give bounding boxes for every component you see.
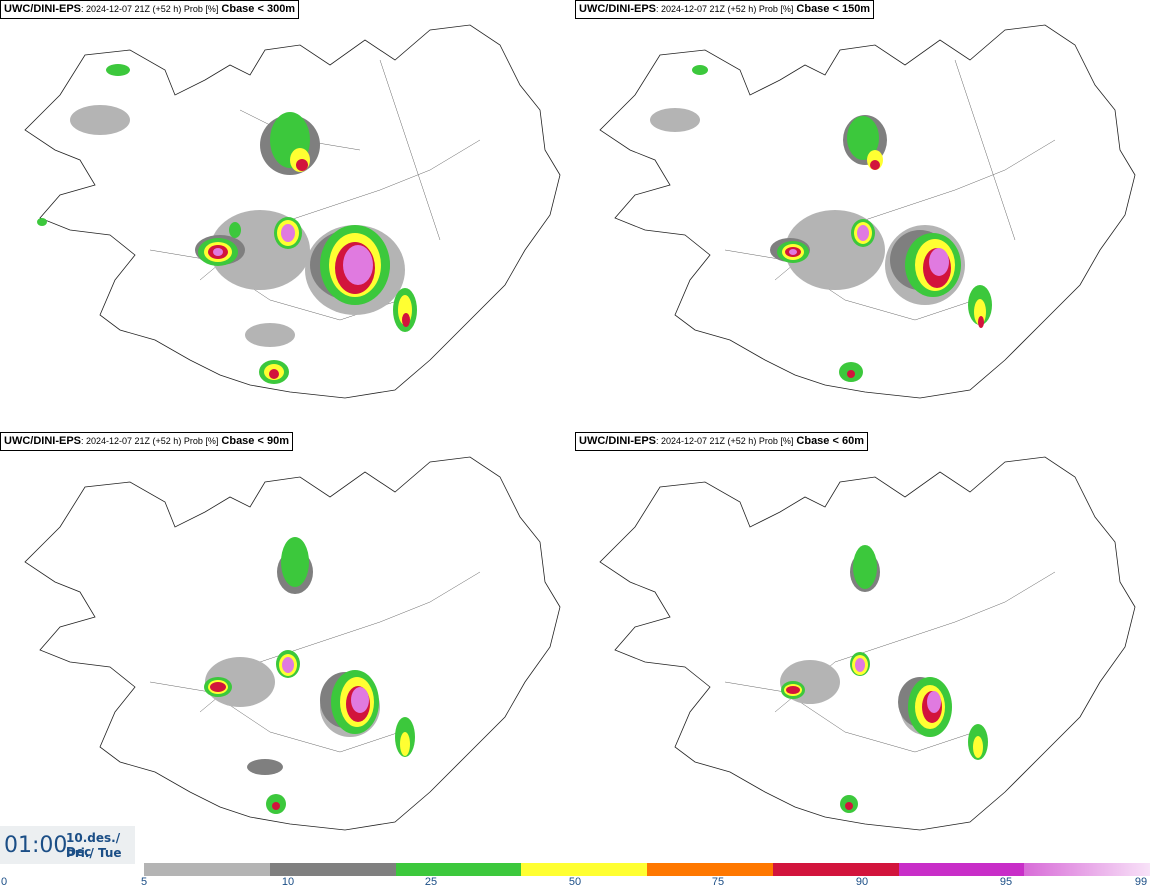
iceland-map-60m (599, 456, 1136, 831)
valid-day: Þri./ Tue (66, 846, 122, 860)
map-panel-60m: UWC/DINI-EPS: 2024-12-07 21Z (+52 h) Pro… (575, 432, 1150, 864)
panel-title: UWC/DINI-EPS: 2024-12-07 21Z (+52 h) Pro… (0, 432, 293, 451)
run-meta: : 2024-12-07 21Z (+52 h) Prob [%] (656, 4, 794, 14)
run-meta: : 2024-12-07 21Z (+52 h) Prob [%] (81, 4, 219, 14)
parameter-label: Cbase < 300m (221, 3, 296, 15)
coastline (24, 24, 561, 399)
colorbar-label-75: 75 (711, 876, 725, 888)
panel-title: UWC/DINI-EPS: 2024-12-07 21Z (+52 h) Pro… (575, 432, 868, 451)
colorbar-segment-90-95 (772, 863, 899, 876)
map-panel-300m: UWC/DINI-EPS: 2024-12-07 21Z (+52 h) Pro… (0, 0, 575, 432)
prob-magenta (789, 225, 949, 276)
colorbar-segment-95-99-a (898, 863, 1025, 876)
colorbar-segment-5-10 (144, 863, 270, 876)
run-meta: : 2024-12-07 21Z (+52 h) Prob [%] (81, 436, 219, 446)
prob-gray-dark (247, 550, 370, 775)
probability-colorbar (144, 863, 1150, 876)
prob-magenta (855, 658, 941, 713)
parameter-label: Cbase < 150m (796, 3, 871, 15)
iceland-map-150m (599, 24, 1136, 399)
valid-time-clock: 01:00 (4, 833, 68, 858)
colorbar-segment-25-50 (395, 863, 522, 876)
colorbar-segment-50-75 (521, 863, 647, 876)
iceland-map-300m (24, 24, 561, 399)
valid-date: 10.des./ Dec (66, 831, 121, 859)
regional-borders (149, 571, 481, 753)
panel-title: UWC/DINI-EPS: 2024-12-07 21Z (+52 h) Pro… (575, 0, 875, 19)
model-name: UWC/DINI-EPS (579, 435, 656, 447)
prob-magenta (282, 657, 369, 713)
model-name: UWC/DINI-EPS (579, 3, 656, 15)
panel-title: UWC/DINI-EPS: 2024-12-07 21Z (+52 h) Pro… (0, 0, 300, 19)
run-meta: : 2024-12-07 21Z (+52 h) Prob [%] (656, 436, 794, 446)
model-name: UWC/DINI-EPS (4, 3, 81, 15)
colorbar-label-90: 90 (855, 876, 869, 888)
colorbar-segment-10-25 (269, 863, 396, 876)
parameter-label: Cbase < 60m (796, 435, 864, 447)
coastline (599, 24, 1136, 399)
colorbar-label-50: 50 (568, 876, 582, 888)
colorbar-label-25: 25 (424, 876, 438, 888)
coastline (599, 456, 1136, 831)
colorbar-label-0: 0 (0, 876, 8, 888)
model-name: UWC/DINI-EPS (4, 435, 81, 447)
coastline (24, 456, 561, 831)
colorbar-label-10: 10 (281, 876, 295, 888)
colorbar-segment-95-99-b (1024, 863, 1150, 876)
prob-magenta (213, 224, 373, 285)
parameter-label: Cbase < 90m (221, 435, 289, 447)
valid-time-box: 01:00 10.des./ Dec Þri./ Tue (0, 826, 135, 864)
colorbar-label-99: 99 (1134, 876, 1148, 888)
iceland-map-90m (24, 456, 561, 831)
map-panel-150m: UWC/DINI-EPS: 2024-12-07 21Z (+52 h) Pro… (575, 0, 1150, 432)
colorbar-label-95: 95 (999, 876, 1013, 888)
colorbar-label-5: 5 (140, 876, 148, 888)
map-panel-90m: UWC/DINI-EPS: 2024-12-07 21Z (+52 h) Pro… (0, 432, 575, 864)
regional-borders (724, 571, 1056, 753)
colorbar-segment-75-90 (647, 863, 773, 876)
